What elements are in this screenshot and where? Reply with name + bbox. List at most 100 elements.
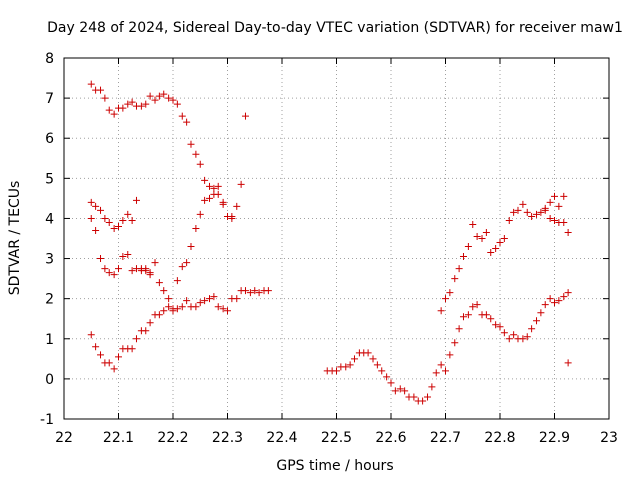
data-point (192, 224, 200, 232)
data-points (87, 80, 572, 405)
y-tick-label: 8 (45, 51, 54, 67)
data-point (428, 383, 436, 391)
data-point (255, 289, 263, 297)
x-tick-label: 22.7 (430, 430, 461, 446)
data-point (214, 303, 222, 311)
data-point (237, 180, 245, 188)
data-point (173, 277, 181, 285)
data-point (110, 110, 118, 118)
data-point (201, 176, 209, 184)
data-point (442, 295, 449, 303)
x-tick-label: 22.3 (212, 430, 243, 446)
data-point (233, 295, 241, 303)
data-point (146, 269, 154, 277)
data-point (469, 220, 477, 228)
data-point (533, 317, 541, 325)
data-point (128, 267, 136, 275)
data-point (92, 202, 100, 210)
data-point (187, 243, 195, 251)
data-point (173, 100, 181, 108)
data-point (410, 393, 418, 401)
data-point (264, 287, 272, 295)
data-point (97, 351, 105, 359)
data-point (137, 267, 145, 275)
y-tick-label: 3 (45, 252, 54, 268)
y-tick-label: 7 (45, 91, 54, 107)
data-point (442, 367, 449, 375)
data-point (105, 106, 113, 114)
data-point (165, 94, 173, 102)
data-point (105, 218, 113, 226)
data-point (482, 311, 490, 319)
data-point (533, 210, 541, 218)
data-point (564, 228, 572, 236)
y-tick-label: 2 (45, 292, 54, 308)
series-track-a (87, 293, 236, 373)
data-point (473, 232, 481, 240)
data-point (432, 369, 440, 377)
data-point (333, 367, 340, 375)
x-tick-label: 22.9 (539, 430, 570, 446)
data-point (505, 335, 513, 343)
data-point (142, 100, 150, 108)
data-point (115, 265, 122, 273)
data-point (500, 235, 508, 242)
data-point (137, 102, 145, 110)
data-point (364, 349, 372, 357)
data-point (132, 265, 140, 273)
series-track-e (323, 289, 572, 405)
x-tick-label: 22 (55, 430, 73, 446)
data-point (128, 98, 136, 106)
series-track-b (87, 180, 245, 315)
data-point (455, 265, 463, 273)
series-track-d (87, 112, 249, 279)
data-point (551, 192, 558, 200)
data-point (510, 208, 518, 216)
data-point (183, 118, 191, 126)
x-tick-label: 22.6 (375, 430, 406, 446)
data-point (196, 160, 204, 168)
data-point (560, 218, 568, 226)
data-point (87, 80, 95, 88)
data-point (446, 351, 454, 359)
data-point (482, 228, 490, 236)
data-point (541, 206, 549, 214)
axis-ticks: 22 22.1 22.2 22.3 22.4 22.5 22.6 22.7 22.8 22.9 23… (40, 51, 618, 446)
data-point (228, 212, 236, 220)
y-tick-label: 0 (45, 372, 54, 388)
data-point (537, 309, 545, 317)
x-tick-label: 22.4 (266, 430, 297, 446)
data-point (455, 325, 463, 333)
data-point (142, 327, 150, 335)
data-point (219, 200, 227, 208)
data-point (437, 361, 445, 369)
data-point (110, 271, 118, 279)
data-point (160, 307, 168, 315)
data-point (424, 393, 432, 401)
data-point (142, 265, 150, 273)
data-point (528, 212, 536, 220)
data-point (101, 94, 109, 102)
data-point (105, 359, 113, 367)
data-point (459, 313, 467, 321)
data-point (124, 251, 132, 259)
y-tick-label: -1 (40, 412, 54, 428)
data-point (560, 192, 568, 200)
data-point (132, 196, 140, 204)
data-point (551, 216, 558, 224)
data-point (373, 361, 381, 369)
data-point (151, 96, 159, 104)
data-point (555, 202, 563, 210)
data-point (251, 287, 259, 295)
data-point (115, 222, 122, 230)
data-point (92, 343, 100, 351)
data-point (92, 226, 100, 234)
data-point (564, 359, 572, 367)
data-point (124, 100, 132, 108)
data-point (155, 92, 163, 100)
data-point (487, 315, 495, 323)
grid-lines (64, 58, 609, 419)
x-tick-label: 22.5 (321, 430, 352, 446)
data-point (101, 214, 109, 222)
